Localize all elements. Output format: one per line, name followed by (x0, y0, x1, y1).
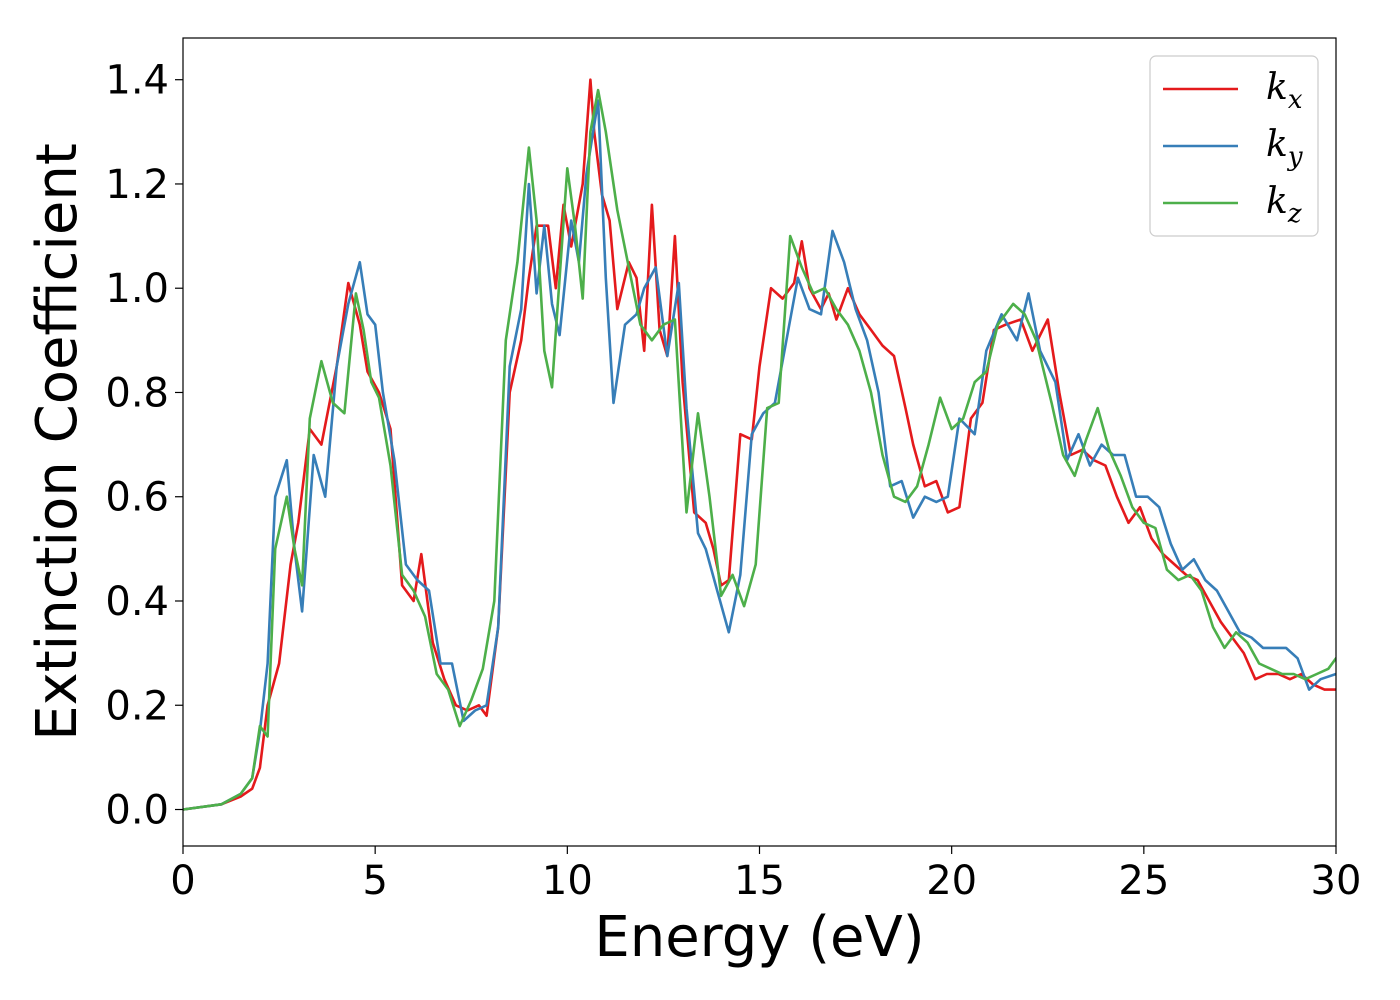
series-line-kz (183, 88, 1336, 811)
y-tick-label: 0.6 (105, 475, 169, 521)
series-line-ky (183, 99, 1336, 811)
series-line-kx (183, 78, 1336, 811)
x-tick-label: 0 (170, 858, 195, 904)
plot-lines (183, 78, 1336, 811)
x-tick-label: 15 (734, 858, 785, 904)
y-tick-label: 1.0 (105, 266, 169, 312)
x-tick-label: 25 (1118, 858, 1169, 904)
y-tick-label: 0.4 (105, 579, 169, 625)
y-axis-label: Extinction Coefficient (25, 143, 90, 741)
y-tick-label: 1.4 (105, 58, 169, 104)
x-tick-label: 30 (1311, 858, 1362, 904)
x-axis-ticks: 0 5 10 15 20 25 30 (170, 846, 1361, 904)
x-tick-label: 5 (362, 858, 387, 904)
y-tick-label: 1.2 (105, 162, 169, 208)
y-axis-ticks: 0.0 0.2 0.4 0.6 0.8 1.0 1.2 1.4 (105, 58, 183, 834)
y-tick-label: 0.2 (105, 683, 169, 729)
x-axis-label: Energy (eV) (594, 905, 924, 970)
y-tick-label: 0.0 (105, 788, 169, 834)
y-tick-label: 0.8 (105, 370, 169, 416)
x-tick-label: 20 (926, 858, 977, 904)
x-tick-label: 10 (542, 858, 593, 904)
